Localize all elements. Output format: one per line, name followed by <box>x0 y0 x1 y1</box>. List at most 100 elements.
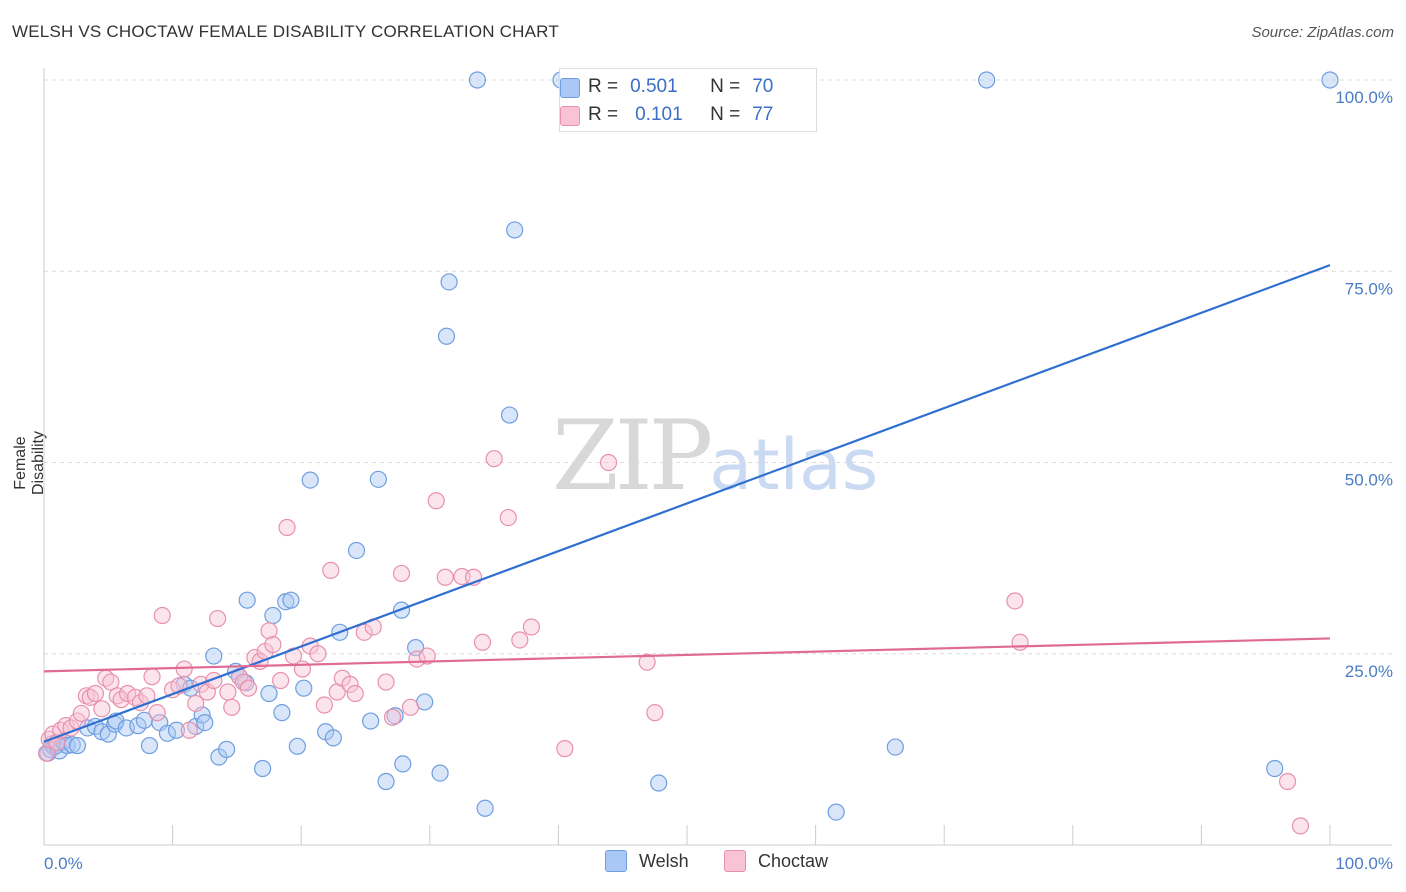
choctaw-point <box>499 508 517 527</box>
series-label-choctaw: Choctaw <box>758 850 829 871</box>
legend-swatch-choctaw <box>560 106 580 126</box>
welsh-point <box>205 647 223 665</box>
choctaw-point <box>93 700 111 718</box>
welsh-point <box>273 704 291 722</box>
welsh-point <box>158 724 177 742</box>
grid-lines <box>44 79 1392 655</box>
y-tick-label: 50.0% <box>1345 471 1393 490</box>
choctaw-point <box>293 660 312 678</box>
welsh-point <box>468 71 486 89</box>
welsh-point <box>500 406 519 424</box>
choctaw-point <box>260 622 278 640</box>
choctaw-point <box>355 623 373 641</box>
choctaw-point <box>427 492 445 510</box>
choctaw-point <box>187 694 205 713</box>
welsh-point <box>254 759 272 778</box>
welsh-trend-line <box>43 264 1331 743</box>
tick-labels: 100.0% 75.0% 50.0% 25.0% 0.0% 100.0% <box>44 88 1393 873</box>
choctaw-point <box>112 691 130 709</box>
choctaw-point <box>599 453 618 472</box>
choctaw-trend-line <box>43 637 1331 673</box>
series-swatch-choctaw <box>724 850 746 872</box>
choctaw-point <box>511 631 529 649</box>
y-tick-label: 75.0% <box>1345 279 1393 298</box>
welsh-point <box>288 737 306 755</box>
choctaw-point <box>392 564 411 583</box>
welsh-point <box>394 755 412 773</box>
choctaw-point <box>473 633 492 651</box>
welsh-point <box>196 713 214 732</box>
choctaw-point <box>341 675 359 693</box>
choctaw-point <box>436 568 454 586</box>
welsh-point <box>238 591 256 609</box>
choctaw-point <box>148 704 166 722</box>
choctaw-point <box>556 740 574 758</box>
choctaw-point <box>143 668 161 686</box>
data-points <box>37 71 1339 835</box>
choctaw-point <box>1011 633 1029 651</box>
choctaw-point <box>37 744 56 762</box>
legend-n-value: 77 <box>752 104 774 125</box>
welsh-point <box>282 591 300 609</box>
choctaw-point <box>1278 772 1297 791</box>
welsh-point <box>347 541 366 560</box>
y-tick-label: 100.0% <box>1335 88 1393 107</box>
welsh-point <box>431 764 449 782</box>
trend-lines <box>43 264 1331 743</box>
welsh-point <box>476 799 494 817</box>
choctaw-point <box>86 684 105 703</box>
legend-n-label: N = <box>710 76 741 97</box>
welsh-point <box>506 221 524 239</box>
choctaw-point <box>1291 817 1310 835</box>
choctaw-point <box>239 679 258 697</box>
y-tick-label: 25.0% <box>1345 662 1393 681</box>
welsh-point <box>886 738 904 756</box>
chart-source: Source: ZipAtlas.com <box>1251 24 1394 41</box>
welsh-point <box>264 606 282 625</box>
choctaw-point <box>401 698 420 716</box>
welsh-point <box>68 736 87 755</box>
choctaw-point <box>272 671 290 690</box>
choctaw-point <box>175 660 193 678</box>
welsh-point <box>260 684 278 703</box>
welsh-point <box>437 327 456 345</box>
choctaw-point <box>638 653 656 671</box>
choctaw-point <box>377 673 395 691</box>
legend-swatch-welsh <box>560 78 580 98</box>
legend-row-choctaw: R = 0.101 N = 77 <box>560 101 774 129</box>
welsh-point <box>140 736 159 755</box>
choctaw-point <box>209 609 227 628</box>
welsh-point <box>218 740 236 758</box>
welsh-point <box>99 725 117 743</box>
choctaw-point <box>522 618 540 636</box>
choctaw-point <box>346 684 364 703</box>
choctaw-point <box>309 645 327 663</box>
series-legend-welsh: Welsh <box>605 850 689 872</box>
series-legend: Welsh Choctaw <box>0 850 1406 878</box>
welsh-point <box>827 803 845 821</box>
choctaw-point <box>118 684 137 703</box>
x-tick-label: 100.0% <box>1335 854 1393 873</box>
choctaw-point <box>485 450 503 468</box>
welsh-point <box>324 729 342 747</box>
choctaw-point <box>408 650 426 668</box>
choctaw-point <box>180 721 198 739</box>
stats-legend: R = 0.501 N = 70 R = 0.101 N = 77 <box>559 68 817 132</box>
welsh-point <box>362 712 380 730</box>
series-swatch-welsh <box>605 850 627 872</box>
choctaw-point <box>264 635 282 654</box>
welsh-point <box>369 470 387 488</box>
choctaw-point <box>219 683 237 701</box>
choctaw-point <box>322 561 340 579</box>
choctaw-point <box>383 708 402 726</box>
x-tick-label: 0.0% <box>44 854 83 873</box>
chart-title: WELSH VS CHOCTAW FEMALE DISABILITY CORRE… <box>12 22 559 41</box>
choctaw-point <box>72 704 90 723</box>
welsh-point <box>377 772 395 791</box>
axes <box>43 68 1392 846</box>
legend-r-label: R = <box>588 104 619 125</box>
series-label-welsh: Welsh <box>639 850 689 871</box>
choctaw-point <box>153 606 171 625</box>
welsh-point <box>301 471 319 489</box>
choctaw-point <box>102 673 120 691</box>
